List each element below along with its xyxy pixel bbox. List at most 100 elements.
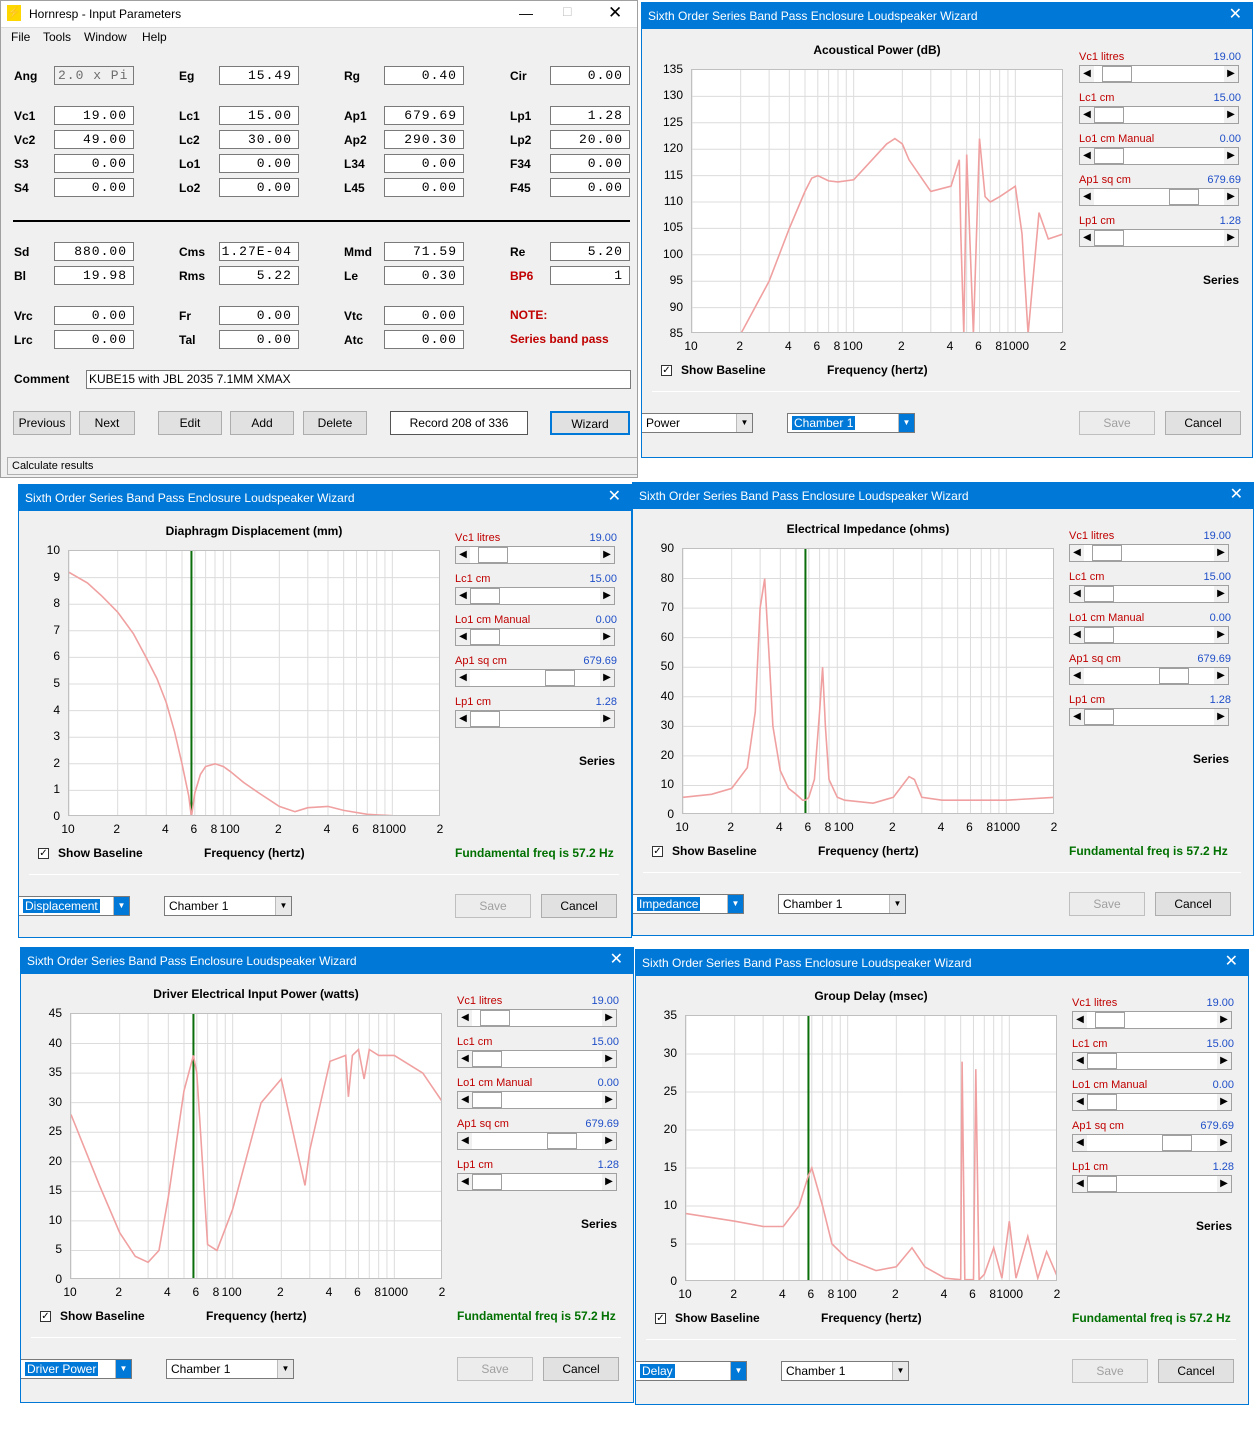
scroll-left-icon[interactable]: ◀: [456, 588, 470, 604]
scroll-left-icon[interactable]: ◀: [1073, 1094, 1087, 1110]
scroll-left-icon[interactable]: ◀: [1070, 545, 1084, 561]
slider-thumb[interactable]: [1087, 1176, 1117, 1192]
chevron-down-icon[interactable]: ▼: [727, 895, 743, 913]
close-icon[interactable]: ✕: [1228, 6, 1242, 23]
param-field[interactable]: 0.00: [219, 330, 299, 349]
param-field[interactable]: 49.00: [54, 130, 134, 149]
scroll-right-icon[interactable]: ▶: [1214, 545, 1228, 561]
wizard-titlebar[interactable]: Sixth Order Series Band Pass Enclosure L…: [642, 3, 1252, 29]
scroll-left-icon[interactable]: ◀: [1073, 1135, 1087, 1151]
scroll-right-icon[interactable]: ▶: [602, 1051, 616, 1067]
scroll-left-icon[interactable]: ◀: [1073, 1012, 1087, 1028]
slider-thumb[interactable]: [1087, 1053, 1117, 1069]
slider-thumb[interactable]: [1092, 545, 1122, 561]
chevron-down-icon[interactable]: ▼: [115, 1360, 131, 1378]
scroll-left-icon[interactable]: ◀: [1080, 66, 1094, 82]
scroll-right-icon[interactable]: ▶: [1214, 586, 1228, 602]
parameter-slider[interactable]: ◀ ▶: [455, 669, 615, 687]
show-baseline-checkbox[interactable]: ✓: [40, 1311, 51, 1322]
minimize-icon[interactable]: —: [519, 5, 533, 21]
scroll-right-icon[interactable]: ▶: [1217, 1176, 1231, 1192]
cancel-button[interactable]: Cancel: [541, 894, 617, 918]
wizard-titlebar[interactable]: Sixth Order Series Band Pass Enclosure L…: [636, 950, 1248, 976]
scroll-left-icon[interactable]: ◀: [1070, 627, 1084, 643]
slider-thumb[interactable]: [470, 588, 500, 604]
parameter-slider[interactable]: ◀ ▶: [455, 710, 615, 728]
param-field[interactable]: 5.20: [550, 242, 630, 261]
scroll-left-icon[interactable]: ◀: [1070, 668, 1084, 684]
comment-field[interactable]: KUBE15 with JBL 2035 7.1MM XMAX: [86, 370, 631, 389]
scroll-left-icon[interactable]: ◀: [458, 1174, 472, 1190]
add-button[interactable]: Add: [230, 411, 294, 435]
scroll-left-icon[interactable]: ◀: [1080, 189, 1094, 205]
param-field[interactable]: 0.00: [384, 306, 464, 325]
save-button[interactable]: Save: [455, 894, 531, 918]
parameter-slider[interactable]: ◀ ▶: [457, 1132, 617, 1150]
close-icon[interactable]: ✕: [1224, 953, 1238, 970]
chevron-down-icon[interactable]: ▼: [730, 1362, 746, 1380]
scroll-left-icon[interactable]: ◀: [1080, 230, 1094, 246]
param-field[interactable]: 71.59: [384, 242, 464, 261]
wizard-titlebar[interactable]: Sixth Order Series Band Pass Enclosure L…: [21, 948, 633, 974]
scroll-right-icon[interactable]: ▶: [1224, 189, 1238, 205]
param-field[interactable]: 15.00: [219, 106, 299, 125]
param-field[interactable]: 679.69: [384, 106, 464, 125]
wizard-titlebar[interactable]: Sixth Order Series Band Pass Enclosure L…: [633, 483, 1253, 509]
param-field[interactable]: 880.00: [54, 242, 134, 261]
scroll-right-icon[interactable]: ▶: [1217, 1012, 1231, 1028]
slider-thumb[interactable]: [1084, 627, 1114, 643]
parameter-slider[interactable]: ◀ ▶: [1069, 708, 1229, 726]
show-baseline-checkbox[interactable]: ✓: [38, 848, 49, 859]
slider-thumb[interactable]: [472, 1092, 502, 1108]
slider-thumb[interactable]: [1084, 709, 1114, 725]
scroll-right-icon[interactable]: ▶: [1214, 709, 1228, 725]
param-field[interactable]: 2.0 x Pi: [54, 66, 134, 85]
chamber-select[interactable]: Chamber 1 ▼: [166, 1359, 294, 1379]
chevron-down-icon[interactable]: ▼: [277, 1360, 293, 1378]
param-field[interactable]: 0.00: [384, 330, 464, 349]
param-field[interactable]: 0.00: [54, 154, 134, 173]
slider-thumb[interactable]: [1087, 1094, 1117, 1110]
parameter-slider[interactable]: ◀ ▶: [1079, 147, 1239, 165]
slider-thumb[interactable]: [1169, 189, 1199, 205]
chamber-select[interactable]: Chamber 1 ▼: [787, 413, 915, 433]
parameter-slider[interactable]: ◀ ▶: [1079, 65, 1239, 83]
scroll-right-icon[interactable]: ▶: [600, 629, 614, 645]
parameter-slider[interactable]: ◀ ▶: [455, 628, 615, 646]
cancel-button[interactable]: Cancel: [1165, 411, 1241, 435]
chevron-down-icon[interactable]: ▼: [275, 897, 291, 915]
param-field[interactable]: 1: [550, 266, 630, 285]
graph-type-select[interactable]: Displacement ▼: [19, 896, 130, 916]
chevron-down-icon[interactable]: ▼: [736, 414, 752, 432]
parameter-slider[interactable]: ◀ ▶: [1079, 229, 1239, 247]
slider-thumb[interactable]: [1094, 107, 1124, 123]
save-button[interactable]: Save: [1069, 892, 1145, 916]
param-field[interactable]: 0.00: [54, 178, 134, 197]
scroll-right-icon[interactable]: ▶: [1214, 627, 1228, 643]
param-field[interactable]: 0.00: [550, 154, 630, 173]
save-button[interactable]: Save: [1072, 1359, 1148, 1383]
graph-type-select[interactable]: Impedance ▼: [633, 894, 744, 914]
scroll-right-icon[interactable]: ▶: [1224, 66, 1238, 82]
param-field[interactable]: 0.30: [384, 266, 464, 285]
scroll-left-icon[interactable]: ◀: [458, 1092, 472, 1108]
parameter-slider[interactable]: ◀ ▶: [455, 587, 615, 605]
slider-thumb[interactable]: [472, 1051, 502, 1067]
parameter-slider[interactable]: ◀ ▶: [457, 1050, 617, 1068]
scroll-right-icon[interactable]: ▶: [1224, 148, 1238, 164]
wizard-titlebar[interactable]: Sixth Order Series Band Pass Enclosure L…: [19, 485, 631, 511]
parameter-slider[interactable]: ◀ ▶: [1069, 626, 1229, 644]
slider-thumb[interactable]: [480, 1010, 510, 1026]
parameter-slider[interactable]: ◀ ▶: [1072, 1011, 1232, 1029]
slider-thumb[interactable]: [1102, 66, 1132, 82]
main-titlebar[interactable]: ⚡ Hornresp - Input Parameters — □ ✕: [1, 1, 637, 28]
param-field[interactable]: 1.28: [550, 106, 630, 125]
scroll-left-icon[interactable]: ◀: [456, 547, 470, 563]
parameter-slider[interactable]: ◀ ▶: [1079, 106, 1239, 124]
param-field[interactable]: 0.00: [54, 306, 134, 325]
wizard-button[interactable]: Wizard: [550, 411, 630, 435]
scroll-right-icon[interactable]: ▶: [1214, 668, 1228, 684]
menu-file[interactable]: File: [11, 30, 31, 44]
param-field[interactable]: 5.22: [219, 266, 299, 285]
cancel-button[interactable]: Cancel: [1155, 892, 1231, 916]
